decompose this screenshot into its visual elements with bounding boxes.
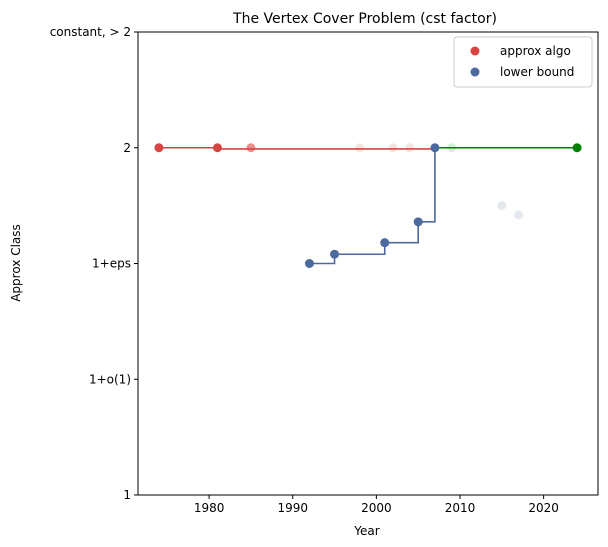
x-axis-ticks: 1980 1990 2000 2010 2020 [194,495,559,515]
x-tick-label-1990: 1990 [277,501,308,515]
data-point-lower-bound-1992 [304,259,314,268]
x-tick-label-2020: 2020 [528,501,559,515]
x-tick-label-1980: 1980 [194,501,225,515]
data-point-series-2-2024 [572,143,582,153]
legend-marker-lower-bound [470,67,480,77]
legend-box [453,36,593,88]
data-point-approx-algo-2002 [388,143,398,153]
data-point-approx-algo-2004 [405,143,415,153]
x-tick-label-2000: 2000 [361,501,392,515]
data-point-lower-bound-2017 [514,210,524,220]
y-tick-label-constant-2: constant, > 2 [50,25,131,39]
y-tick-label-2: 2 [123,141,131,155]
x-tick-label-2010: 2010 [445,501,476,515]
y-tick-label-1: 1 [123,488,131,502]
data-point-approx-algo-1981 [212,143,222,153]
data-point-lower-bound-2007 [430,143,440,153]
chart-title: The Vertex Cover Problem (cst factor) [232,11,497,27]
legend-marker-approx-algo [470,46,480,56]
legend-label-lower-bound: lower bound [500,65,574,79]
data-point-lower-bound-2015 [497,201,507,211]
legend-label-approx-algo: approx algo [500,44,571,58]
y-axis-ticks: 1 1+o(1) 1+eps 2 constant, > 2 [50,25,138,502]
data-point-approx-algo-1985 [246,143,256,153]
data-point-series-2-2009 [447,143,457,153]
y-tick-label-1-eps: 1+eps [92,257,131,271]
data-point-lower-bound-2005 [413,217,423,227]
y-tick-label-1-o-1: 1+o(1) [89,372,131,386]
legend: approx algo lower bound [453,36,593,88]
data-point-approx-algo-1998 [355,143,365,153]
data-point-lower-bound-1995 [330,249,340,259]
y-axis-label: Approx Class [9,224,23,302]
data-point-lower-bound-2001 [380,238,390,248]
data-point-approx-algo-1974 [154,143,164,153]
series-points [154,143,582,268]
x-axis-label: Year [353,524,379,538]
